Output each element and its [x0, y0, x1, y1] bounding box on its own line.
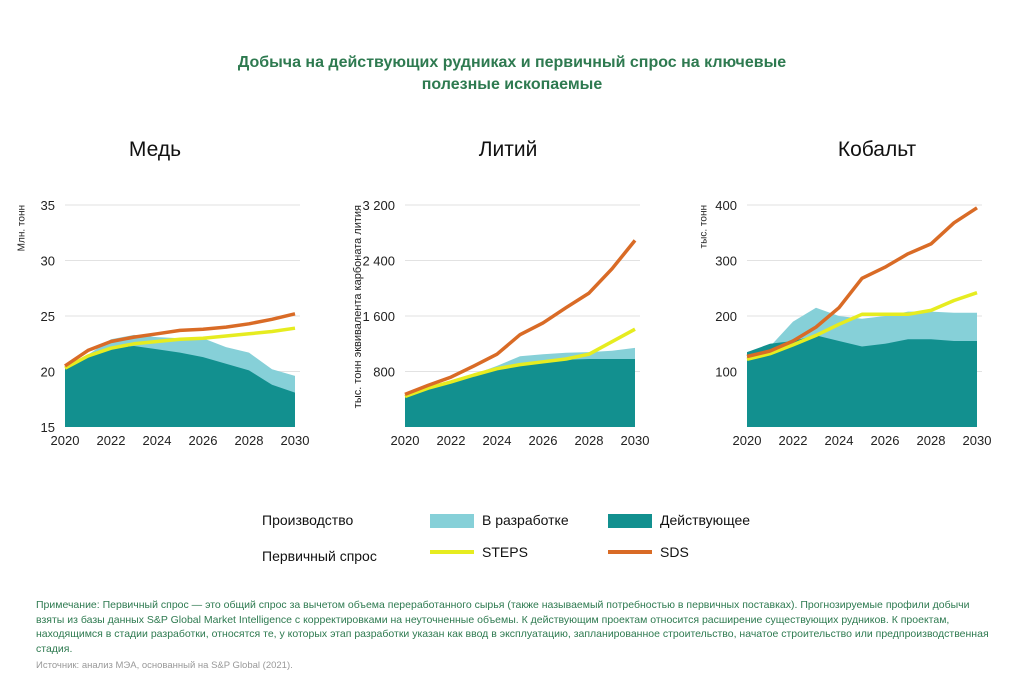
legend-development: В разработке: [482, 512, 569, 528]
y-tick-label: 100: [715, 365, 737, 380]
line-sds: [64, 312, 296, 368]
chart-lithium: 800 1 600 2 400 3 200 2020 2022 2024 2026 2028 20…: [352, 198, 650, 448]
legend-operating-swatch: [608, 514, 652, 528]
y-tick-label: 1 600: [362, 309, 395, 324]
x-tick-label: 2028: [575, 433, 604, 448]
legend-steps-swatch: [430, 550, 474, 554]
x-tick-label: 2024: [825, 433, 854, 448]
x-tick-label: 2024: [143, 433, 172, 448]
line-steps: [404, 327, 636, 399]
x-tick-label: 2022: [97, 433, 126, 448]
chart-title-cobalt: Кобальт: [837, 138, 917, 161]
area-operating: [747, 335, 977, 427]
title-line-2: полезные ископаемые: [421, 76, 603, 93]
chart-copper: 15 20 25 30 35 2020 2022 2024 2026 2028 2030 Млн. т…: [17, 198, 310, 448]
y-tick-label: 200: [715, 309, 737, 324]
x-tick-label: 2026: [871, 433, 900, 448]
chart-title-lithium: Литий: [478, 138, 538, 161]
legend-sds: SDS: [660, 544, 689, 560]
x-tick-label: 2024: [483, 433, 512, 448]
legend-development-swatch: [430, 514, 474, 528]
legend-steps: STEPS: [482, 544, 528, 560]
y-tick-label: 15: [41, 420, 55, 435]
y-tick-label: 30: [41, 254, 55, 269]
line-steps: [64, 326, 296, 370]
x-tick-label: 2030: [963, 433, 992, 448]
area-operating: [65, 346, 295, 427]
line-steps: [746, 291, 978, 362]
y-tick-label: 3 200: [362, 198, 395, 213]
x-tick-label: 2022: [779, 433, 808, 448]
figure-title: Добыча на действующих рудниках и первичн…: [0, 52, 1024, 96]
x-tick-label: 2026: [529, 433, 558, 448]
x-tick-label: 2030: [281, 433, 310, 448]
x-tick-label: 2020: [391, 433, 420, 448]
legend-production-label: Производство: [262, 512, 354, 528]
x-tick-label: 2028: [917, 433, 946, 448]
legend-operating: Действующее: [660, 512, 751, 528]
line-sds: [404, 239, 637, 397]
y-axis-label: тыс. тонн эквивалента карбоната лития: [352, 205, 364, 408]
y-tick-label: 800: [373, 365, 395, 380]
y-axis-label: Млн. тонн: [17, 205, 28, 251]
line-sds: [746, 206, 978, 359]
y-tick-label: 400: [715, 198, 737, 213]
source-note: Источник: анализ МЭА, основанный на S&P …: [36, 660, 293, 671]
x-tick-label: 2026: [189, 433, 218, 448]
legend-demand-label: Первичный спрос: [262, 548, 377, 564]
x-tick-label: 2020: [51, 433, 80, 448]
chart-title-copper: Медь: [128, 138, 182, 161]
x-tick-label: 2020: [733, 433, 762, 448]
chart-cobalt: 100 200 300 400 2020 2022 2024 2026 2028 2030 тыс.…: [699, 198, 992, 448]
legend-sds-swatch: [608, 550, 652, 554]
y-tick-label: 35: [41, 198, 55, 213]
y-axis-label: тыс. тонн: [699, 205, 710, 248]
footnote: Примечание: Первичный спрос — это общий …: [36, 599, 989, 655]
x-tick-label: 2030: [621, 433, 650, 448]
area-operating: [405, 359, 635, 427]
y-tick-label: 300: [715, 254, 737, 269]
x-tick-label: 2022: [437, 433, 466, 448]
title-line-1: Добыча на действующих рудниках и первичн…: [237, 54, 787, 71]
x-tick-label: 2028: [235, 433, 264, 448]
y-tick-label: 2 400: [362, 254, 395, 269]
y-tick-label: 25: [41, 309, 55, 324]
y-tick-label: 20: [41, 365, 55, 380]
